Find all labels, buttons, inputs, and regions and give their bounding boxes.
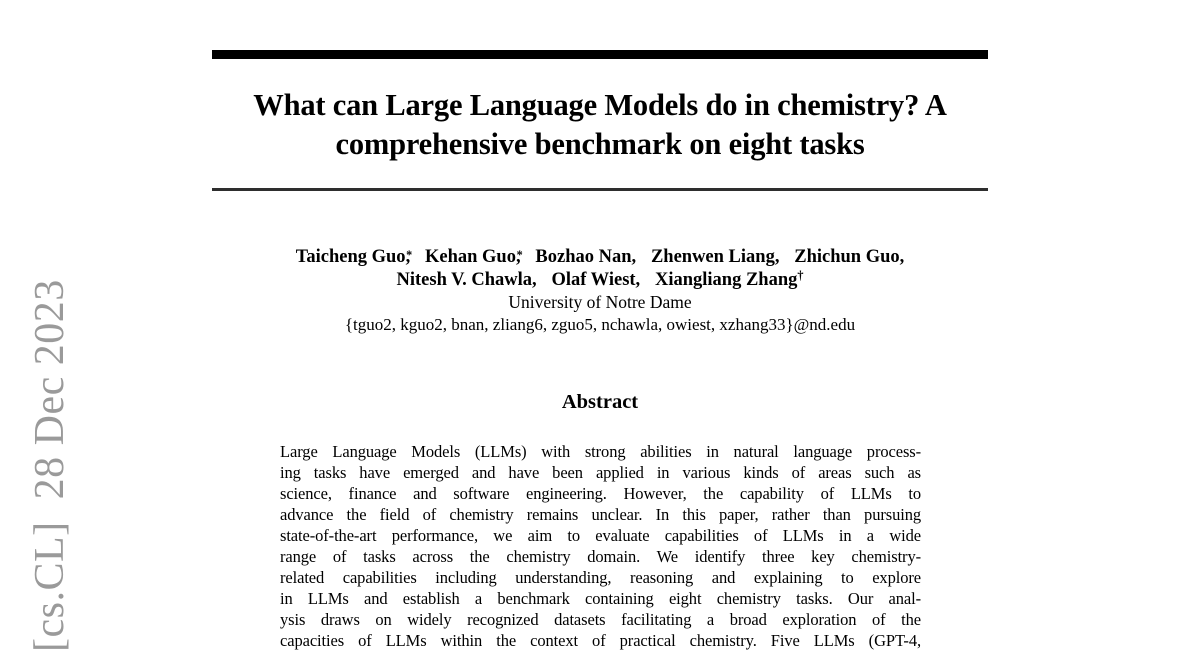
author-name: Bozhao Nan, (535, 247, 637, 267)
paper-title-line-1: What can Large Language Models do in che… (253, 88, 947, 122)
author-zhichun-guo: Zhichun Guo, (794, 247, 904, 267)
asterisk-marker: * (406, 247, 413, 262)
abstract-body: Large Language Models (LLMs) with strong… (280, 441, 921, 651)
abstract-line: range of tasks across the chemistry doma… (280, 547, 921, 566)
affiliation: University of Notre Dame (508, 292, 692, 312)
author-name: Zhenwen Liang, (650, 247, 780, 267)
author-name: Nitesh V. Chawla, (396, 269, 537, 290)
abstract-line: state-of-the-art performance, we aim to … (280, 526, 921, 545)
abstract-heading: Abstract (561, 391, 639, 413)
comma: , (515, 247, 521, 267)
paper-title: What can Large Language Models do in che… (212, 86, 988, 164)
author-block: Taicheng Guo, * Kehan Guo, * Bozhao Nan, Z… (0, 246, 1200, 336)
footnote-star-marker: , * (405, 247, 413, 267)
author-olaf-wiest: Olaf Wiest, (551, 270, 640, 290)
paper-title-line-2: comprehensive benchmark on eight tasks (335, 127, 865, 161)
title-rule-top (212, 50, 988, 59)
dagger-marker: † (797, 268, 804, 283)
author-line-1: Taicheng Guo, * Kehan Guo, * Bozhao Nan, Z… (0, 246, 1200, 269)
comma: , (405, 247, 411, 267)
author-name: Taicheng Guo (295, 247, 406, 267)
author-name: Xiangliang Zhang (654, 269, 798, 290)
author-bozhao-nan: Bozhao Nan, (535, 247, 636, 267)
abstract-line: related capabilities including understan… (280, 568, 921, 587)
abstract-line: ing tasks have emerged and have been app… (280, 463, 921, 482)
author-nitesh-chawla: Nitesh V. Chawla, (397, 270, 537, 290)
email-line: {tguo2, kguo2, bnan, zliang6, zguo5, nch… (344, 314, 856, 334)
abstract-line: ysis draws on widely recognized datasets… (280, 610, 921, 629)
author-xiangliang-zhang: Xiangliang Zhang† (654, 268, 804, 290)
asterisk-marker: * (516, 247, 523, 262)
abstract-line: science, finance and software engineerin… (280, 484, 921, 503)
abstract-line: Large Language Models (LLMs) with strong… (280, 442, 921, 461)
author-zhenwen-liang: Zhenwen Liang, (651, 247, 780, 267)
author-name: Zhichun Guo, (794, 247, 905, 267)
author-kehan-guo: Kehan Guo, * (424, 247, 523, 267)
abstract-line: in LLMs and establish a benchmark contai… (280, 589, 921, 608)
abstract-line: capacities of LLMs within the context of… (280, 631, 921, 650)
title-rule-bottom (212, 188, 988, 191)
author-line-2: Nitesh V. Chawla, Olaf Wiest, Xiangliang… (0, 269, 1200, 292)
abstract-line: advance the field of chemistry remains u… (280, 505, 921, 524)
author-name: Olaf Wiest, (551, 269, 641, 290)
footnote-star-marker: , * (515, 247, 523, 267)
author-taicheng-guo: Taicheng Guo, * (295, 247, 413, 267)
author-name: Kehan Guo (424, 247, 516, 267)
